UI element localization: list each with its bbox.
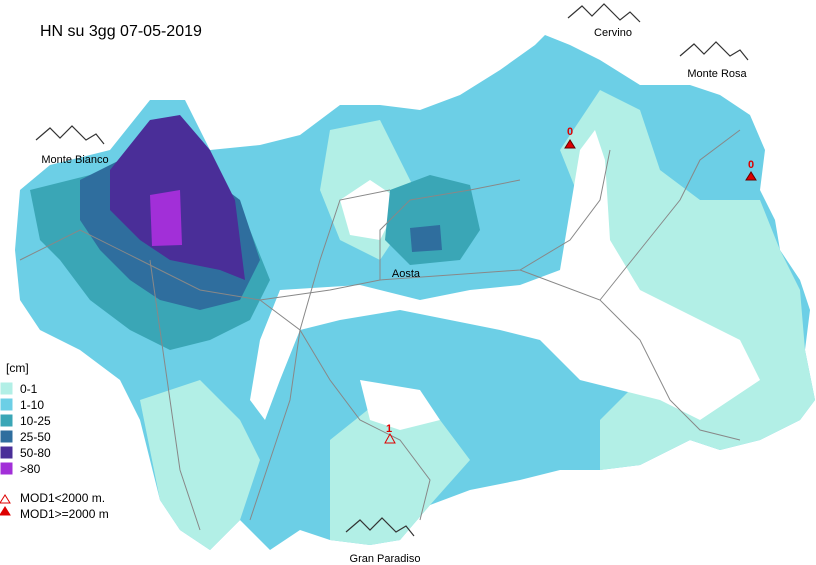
snow-area	[330, 400, 470, 545]
legend-label: 0-1	[20, 382, 38, 396]
place-label: Monte Rosa	[687, 68, 747, 80]
legend-label: MOD1<2000 m.	[20, 491, 105, 505]
legend-label: 1-10	[20, 398, 44, 412]
legend: [cm] MOD1<2000 m. MOD1>=2000 m 0-1 1-10 10…	[0, 361, 109, 521]
mountain-icon	[35, 125, 105, 145]
legend-symbol	[0, 506, 11, 516]
mountain-icons	[35, 3, 749, 537]
stations: 0 0 1	[384, 126, 757, 444]
mountain-icon	[345, 517, 415, 537]
snow-area	[385, 175, 480, 265]
legend-swatch	[0, 381, 14, 396]
mountain-icon	[567, 3, 641, 23]
river	[599, 129, 741, 301]
river	[149, 259, 201, 531]
place-label: Aosta	[392, 268, 421, 280]
station-value: 1	[386, 423, 392, 435]
legend-unit: [cm]	[6, 361, 29, 375]
river	[299, 189, 391, 331]
station-marker	[745, 171, 757, 181]
station-marker	[564, 139, 576, 149]
map-title: HN su 3gg 07-05-2019	[40, 23, 202, 40]
legend-swatch	[0, 397, 14, 412]
legend-label: 10-25	[20, 414, 51, 428]
legend-swatch	[0, 461, 14, 476]
mountain-icon	[679, 41, 749, 61]
river	[249, 329, 301, 521]
rivers	[19, 129, 741, 531]
no-snow-area	[250, 130, 760, 420]
place-label: Cervino	[594, 27, 632, 39]
river	[379, 179, 521, 280]
snow-zones	[15, 35, 815, 550]
legend-label: >80	[20, 462, 41, 476]
place-label: Gran Paradiso	[350, 553, 421, 565]
legend-swatch	[0, 445, 14, 460]
station-value: 0	[748, 159, 754, 171]
snow-area	[150, 190, 182, 246]
legend-swatch	[0, 413, 14, 428]
river	[19, 149, 611, 301]
legend-label: 25-50	[20, 430, 51, 444]
legend-label: 50-80	[20, 446, 51, 460]
snow-area	[140, 380, 260, 550]
legend-symbol	[0, 494, 11, 504]
station-value: 0	[567, 126, 573, 138]
station-marker	[384, 432, 396, 444]
river	[519, 269, 741, 441]
legend-label: MOD1>=2000 m	[20, 507, 109, 521]
snow-area	[410, 225, 442, 252]
place-label: Monte Bianco	[41, 154, 108, 166]
legend-swatch	[0, 429, 14, 444]
no-snow-area	[360, 380, 440, 430]
